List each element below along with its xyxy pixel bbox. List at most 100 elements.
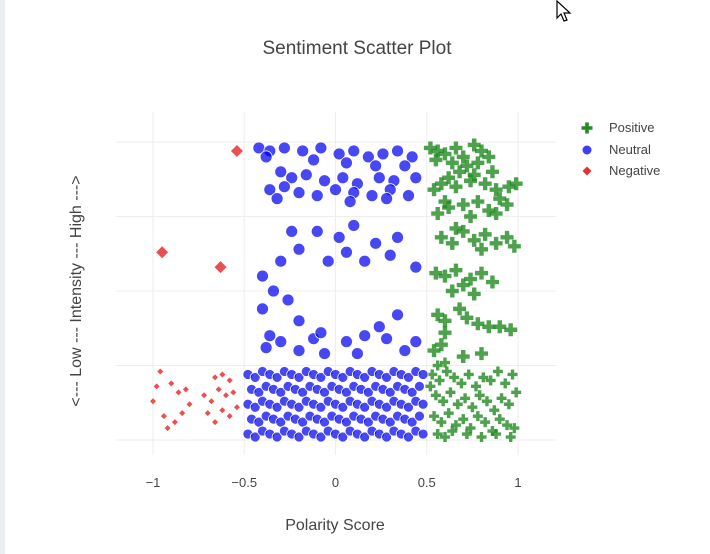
data-point bbox=[318, 347, 331, 360]
data-point bbox=[230, 144, 243, 157]
data-point bbox=[471, 381, 482, 392]
data-point bbox=[467, 233, 481, 247]
data-point bbox=[429, 153, 443, 167]
data-point bbox=[281, 293, 295, 307]
data-point bbox=[443, 408, 454, 419]
x-tick-label: 0.5 bbox=[418, 475, 436, 490]
data-point bbox=[494, 414, 505, 425]
data-point bbox=[359, 401, 371, 413]
data-point bbox=[456, 150, 470, 164]
data-point bbox=[307, 153, 321, 167]
data-point bbox=[445, 284, 459, 298]
data-point bbox=[414, 410, 425, 422]
data-point bbox=[350, 347, 364, 360]
data-point bbox=[438, 147, 452, 161]
data-point bbox=[315, 372, 327, 383]
data-point bbox=[267, 284, 280, 298]
data-point bbox=[310, 224, 324, 238]
data-point bbox=[485, 375, 496, 386]
data-point bbox=[372, 320, 386, 334]
data-point bbox=[208, 398, 215, 405]
data-point bbox=[449, 180, 463, 194]
data-point bbox=[467, 287, 481, 301]
data-point bbox=[361, 150, 375, 164]
data-point bbox=[493, 320, 507, 334]
data-point bbox=[438, 195, 452, 209]
data-point bbox=[502, 420, 513, 431]
data-point bbox=[474, 390, 485, 401]
data-point bbox=[460, 159, 474, 173]
data-point bbox=[492, 366, 503, 377]
data-point bbox=[434, 375, 445, 386]
data-point bbox=[329, 183, 342, 197]
plot-area bbox=[150, 138, 523, 443]
data-point bbox=[487, 426, 498, 437]
data-point bbox=[376, 147, 390, 161]
data-point bbox=[460, 393, 471, 404]
data-point bbox=[337, 401, 349, 413]
data-point bbox=[391, 308, 404, 322]
data-point bbox=[214, 261, 227, 274]
data-point bbox=[263, 183, 277, 197]
data-point bbox=[504, 323, 518, 337]
data-point bbox=[296, 144, 310, 158]
data-point bbox=[478, 372, 489, 383]
data-point bbox=[179, 410, 186, 417]
legend-item-positive[interactable]: Positive bbox=[581, 120, 655, 135]
data-point bbox=[337, 372, 349, 383]
x-tick-label: 0 bbox=[332, 475, 339, 490]
data-point bbox=[292, 314, 306, 328]
data-point bbox=[381, 401, 393, 413]
data-point bbox=[509, 423, 520, 434]
data-point bbox=[391, 144, 404, 158]
data-point bbox=[453, 302, 467, 316]
data-point bbox=[314, 141, 328, 155]
data-point bbox=[440, 357, 450, 368]
data-point bbox=[358, 254, 372, 268]
data-point bbox=[436, 417, 447, 428]
data-point bbox=[402, 189, 415, 203]
data-point bbox=[403, 401, 414, 413]
data-point bbox=[453, 165, 467, 179]
data-point bbox=[441, 366, 452, 377]
data-point bbox=[434, 338, 448, 352]
data-point bbox=[458, 414, 469, 425]
data-point bbox=[293, 372, 305, 383]
data-point bbox=[337, 431, 349, 443]
data-point bbox=[219, 371, 226, 378]
data-point bbox=[485, 275, 499, 289]
data-point bbox=[414, 380, 425, 392]
data-point bbox=[340, 335, 353, 349]
data-point bbox=[215, 386, 222, 393]
data-point bbox=[489, 183, 503, 197]
data-point bbox=[293, 401, 305, 413]
chart-title: Sentiment Scatter Plot bbox=[262, 38, 452, 59]
data-point bbox=[274, 165, 288, 179]
data-point bbox=[340, 156, 353, 170]
data-point bbox=[489, 405, 500, 416]
data-point bbox=[434, 177, 448, 191]
legend-item-negative[interactable]: Negative bbox=[582, 163, 661, 178]
data-point bbox=[182, 386, 189, 393]
data-point bbox=[434, 230, 448, 244]
data-point bbox=[168, 380, 175, 387]
legend-item-neutral[interactable]: Neutral bbox=[582, 142, 652, 157]
data-point bbox=[157, 368, 164, 375]
data-point bbox=[164, 425, 171, 432]
data-point bbox=[321, 254, 335, 268]
data-point bbox=[456, 224, 470, 238]
data-point bbox=[467, 402, 478, 413]
data-point bbox=[314, 326, 328, 340]
data-point bbox=[372, 171, 386, 185]
data-point bbox=[405, 150, 419, 164]
data-point bbox=[505, 432, 516, 443]
data-point bbox=[359, 431, 371, 443]
data-point bbox=[464, 174, 478, 188]
data-point bbox=[171, 419, 178, 426]
legend[interactable]: Positive Neutral Negative bbox=[581, 120, 661, 178]
data-point bbox=[263, 329, 277, 343]
data-point bbox=[482, 204, 496, 218]
data-point bbox=[445, 156, 459, 170]
data-point bbox=[447, 426, 458, 437]
data-point bbox=[449, 372, 460, 383]
